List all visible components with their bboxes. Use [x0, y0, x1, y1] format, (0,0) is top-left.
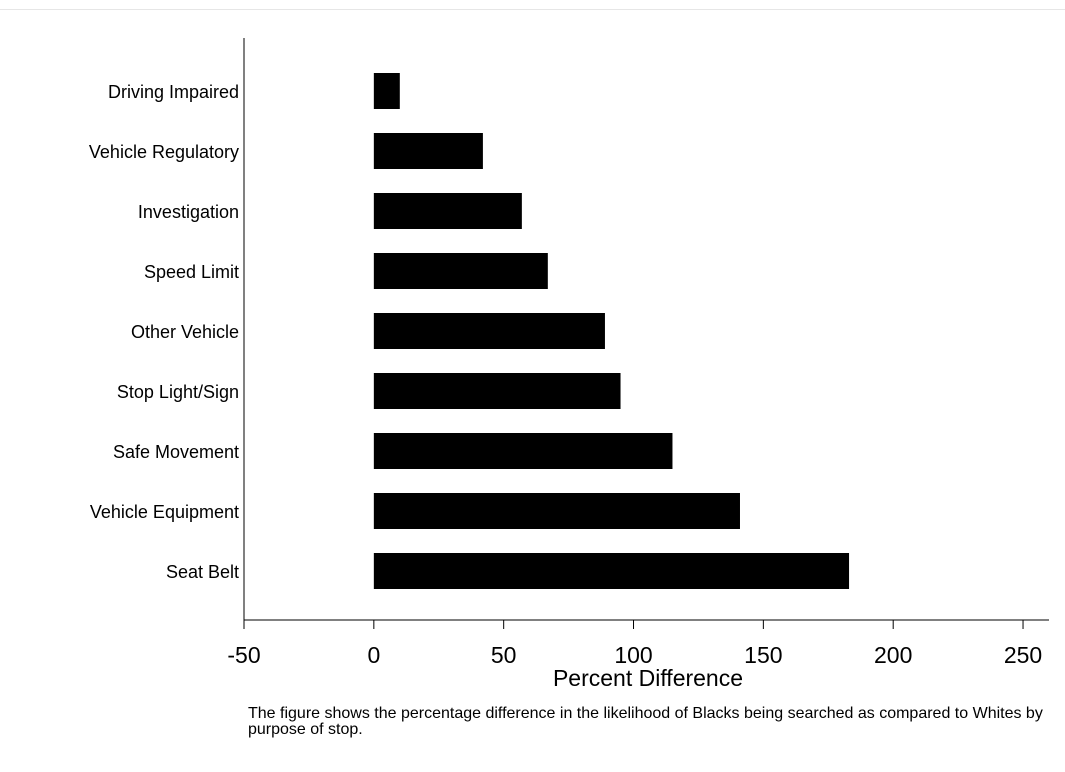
category-label: Speed Limit: [144, 262, 239, 282]
category-label: Investigation: [138, 202, 239, 222]
bar: [373, 433, 673, 469]
bar: [373, 553, 850, 589]
top-divider: [0, 9, 1065, 10]
x-tick-label: 50: [491, 642, 517, 668]
bar: [373, 373, 621, 409]
x-axis-title: Percent Difference: [553, 665, 743, 691]
x-tick-label: 250: [1004, 642, 1042, 668]
figure-caption: The figure shows the percentage differen…: [248, 705, 1043, 738]
category-labels: Driving Impaired Vehicle Regulatory Invest…: [89, 82, 239, 582]
x-axis-ticks: -50 0 50 100 150 200 250: [227, 620, 1042, 668]
category-label: Other Vehicle: [131, 322, 239, 342]
x-tick-label: 100: [614, 642, 652, 668]
bar-series: [373, 73, 850, 589]
category-label: Stop Light/Sign: [117, 382, 239, 402]
x-tick-label: 0: [367, 642, 380, 668]
x-tick-label: 150: [744, 642, 782, 668]
x-tick-label: -50: [227, 642, 260, 668]
bar: [373, 493, 740, 529]
x-tick-label: 200: [874, 642, 912, 668]
bar: [373, 253, 548, 289]
bar: [373, 73, 400, 109]
category-label: Vehicle Regulatory: [89, 142, 239, 162]
bar-chart: Driving Impaired Vehicle Regulatory Invest…: [89, 38, 1049, 691]
bar: [373, 193, 522, 229]
bar: [373, 313, 605, 349]
category-label: Seat Belt: [166, 562, 239, 582]
category-label: Safe Movement: [113, 442, 239, 462]
chart-axes: [243, 38, 1049, 621]
bar: [373, 133, 483, 169]
category-label: Vehicle Equipment: [90, 502, 239, 522]
category-label: Driving Impaired: [108, 82, 239, 102]
